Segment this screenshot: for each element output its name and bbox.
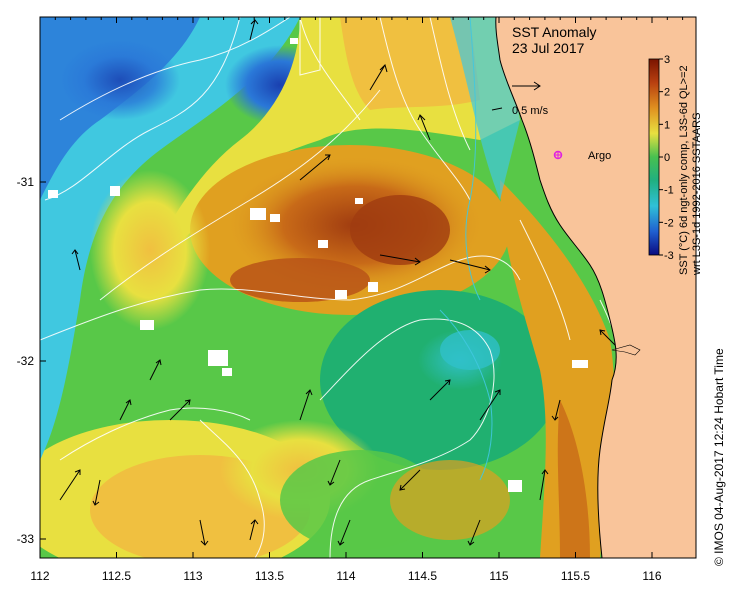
colorbar-tick-label: 0 (664, 152, 670, 164)
scale-marker-arrow (491, 107, 503, 111)
x-axis: 112 112.5 113 113.5 114 114.5 115 115.5 116 (30, 17, 684, 583)
x-tick-label: 114.5 (408, 569, 437, 583)
scale-label: 0.5 m/s (512, 105, 549, 117)
x-tick-label: 116 (642, 569, 661, 583)
velocity-arrows (59, 19, 621, 546)
colorbar-tick-label: 2 (664, 87, 670, 99)
colorbar-ticks: 3 2 1 0 -1 -2 -3 (659, 54, 674, 262)
map-date: 23 Jul 2017 (512, 40, 585, 56)
x-tick-label: 115 (489, 569, 508, 583)
credit-text: © IMOS 04-Aug-2017 12:24 Hobart Time (712, 348, 726, 566)
x-tick-label: 112 (30, 569, 49, 583)
colorbar-tick-label: -3 (664, 250, 674, 262)
y-tick-label: -33 (17, 532, 35, 546)
argo-marker (553, 150, 563, 160)
y-tick-label: -32 (17, 354, 35, 368)
argo-label: Argo (588, 150, 611, 162)
colorbar-tick-label: 1 (664, 119, 670, 131)
colorbar-tick-label: -1 (664, 185, 674, 197)
colorbar-tick-label: -2 (664, 217, 674, 229)
colorbar: 3 2 1 0 -1 -2 -3 SST (°C) 6d ngt-only comp, L3… (648, 54, 703, 276)
x-tick-label: 113.5 (255, 569, 284, 583)
x-tick-label: 114 (336, 569, 355, 583)
scale-arrow (512, 81, 541, 91)
x-tick-label: 113 (183, 569, 202, 583)
y-tick-label: -31 (17, 175, 35, 189)
x-tick-label: 115.5 (561, 569, 590, 583)
sst-field (40, 17, 696, 558)
x-tick-label: 112.5 (102, 569, 131, 583)
y-axis: -31 -32 -33 (17, 175, 46, 546)
colorbar-tick-label: 3 (664, 54, 670, 66)
colorbar-label-line2: wrt L3S-1d 1992-2016 SSTAARS (691, 113, 703, 276)
map-title: SST Anomaly (512, 24, 597, 40)
colorbar-label-line1: SST (°C) 6d ngt-only comp, L3S-6d QL>=2 (678, 65, 690, 275)
land-mass (495, 17, 696, 558)
